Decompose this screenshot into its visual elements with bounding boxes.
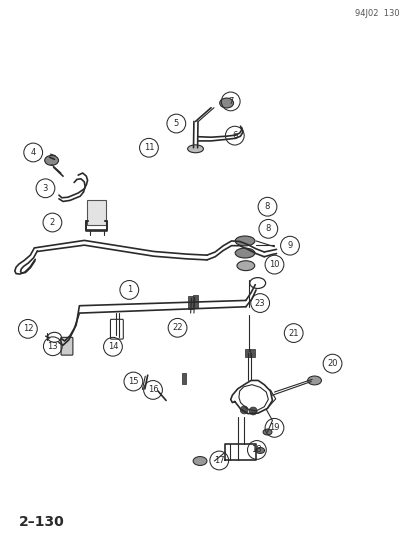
Text: 8: 8 — [264, 202, 270, 211]
Bar — [244, 349, 249, 357]
Text: 10: 10 — [268, 260, 279, 269]
Ellipse shape — [235, 236, 254, 246]
Circle shape — [240, 406, 247, 414]
Text: 22: 22 — [172, 324, 183, 332]
Text: 5: 5 — [173, 119, 178, 128]
Text: 2–130: 2–130 — [19, 515, 64, 529]
Bar — [181, 374, 186, 384]
Text: 12: 12 — [23, 325, 33, 333]
Text: 13: 13 — [47, 342, 58, 351]
FancyBboxPatch shape — [61, 337, 73, 355]
Ellipse shape — [219, 98, 233, 108]
Bar — [188, 296, 193, 309]
Text: 6: 6 — [232, 131, 237, 140]
Text: 4: 4 — [31, 148, 36, 157]
Text: 17: 17 — [214, 456, 224, 465]
Text: 18: 18 — [251, 446, 261, 455]
Ellipse shape — [262, 429, 271, 435]
Ellipse shape — [193, 457, 206, 465]
Text: 14: 14 — [107, 342, 118, 351]
Text: 3: 3 — [43, 184, 48, 193]
Text: 23: 23 — [254, 298, 265, 308]
Text: 7: 7 — [228, 97, 233, 106]
Text: 9: 9 — [287, 241, 292, 250]
Text: 16: 16 — [147, 385, 158, 394]
Ellipse shape — [235, 248, 254, 258]
Text: 8: 8 — [265, 224, 271, 233]
Bar — [87, 200, 106, 225]
Text: 1: 1 — [126, 285, 132, 294]
Ellipse shape — [187, 145, 203, 153]
Text: 94J02  130: 94J02 130 — [354, 9, 398, 18]
Text: 20: 20 — [327, 359, 337, 368]
Ellipse shape — [45, 156, 58, 165]
Text: 15: 15 — [128, 377, 138, 386]
Circle shape — [249, 407, 256, 415]
Bar — [249, 349, 254, 357]
Text: 2: 2 — [50, 218, 55, 227]
Ellipse shape — [255, 448, 264, 454]
Text: 21: 21 — [288, 328, 298, 337]
Ellipse shape — [236, 261, 254, 271]
Bar — [192, 295, 197, 308]
Text: 11: 11 — [143, 143, 154, 152]
Ellipse shape — [307, 376, 320, 385]
Text: 19: 19 — [268, 423, 279, 432]
